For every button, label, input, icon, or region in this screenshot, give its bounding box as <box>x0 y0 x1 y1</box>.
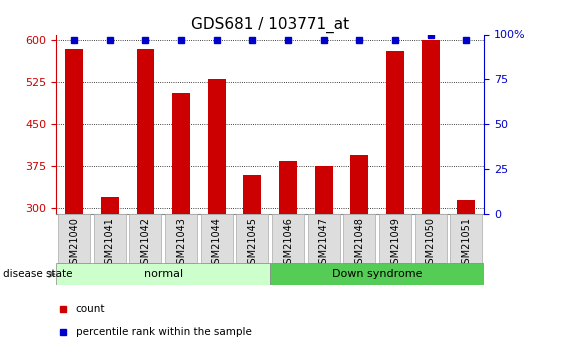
Bar <box>208 79 226 214</box>
FancyBboxPatch shape <box>93 214 126 264</box>
FancyBboxPatch shape <box>307 214 340 264</box>
Bar <box>65 49 83 214</box>
Bar <box>137 49 154 214</box>
Text: GSM21047: GSM21047 <box>319 217 329 270</box>
Text: GSM21048: GSM21048 <box>354 217 364 270</box>
FancyBboxPatch shape <box>415 214 447 264</box>
Text: GSM21050: GSM21050 <box>426 217 436 270</box>
Bar <box>279 161 297 214</box>
Title: GDS681 / 103771_at: GDS681 / 103771_at <box>191 17 349 33</box>
Bar <box>243 175 261 214</box>
FancyBboxPatch shape <box>450 214 482 264</box>
FancyBboxPatch shape <box>343 214 376 264</box>
Bar <box>386 51 404 214</box>
FancyBboxPatch shape <box>165 214 197 264</box>
Text: GSM21040: GSM21040 <box>69 217 79 270</box>
Bar <box>350 155 368 214</box>
Text: GSM21051: GSM21051 <box>461 217 471 270</box>
Text: GSM21043: GSM21043 <box>176 217 186 270</box>
FancyBboxPatch shape <box>56 263 270 285</box>
Bar <box>422 40 440 214</box>
Text: GSM21049: GSM21049 <box>390 217 400 270</box>
Bar <box>101 197 119 214</box>
Text: GSM21046: GSM21046 <box>283 217 293 270</box>
FancyBboxPatch shape <box>272 214 304 264</box>
FancyBboxPatch shape <box>58 214 90 264</box>
FancyBboxPatch shape <box>270 263 484 285</box>
FancyBboxPatch shape <box>129 214 162 264</box>
FancyBboxPatch shape <box>200 214 233 264</box>
Text: disease state: disease state <box>3 269 72 279</box>
Text: GSM21041: GSM21041 <box>105 217 115 270</box>
Bar <box>172 93 190 214</box>
Text: GSM21042: GSM21042 <box>140 217 150 270</box>
Bar <box>315 166 333 214</box>
Text: count: count <box>75 304 105 314</box>
Bar <box>457 200 475 214</box>
Text: Down syndrome: Down syndrome <box>332 269 422 279</box>
FancyBboxPatch shape <box>236 214 269 264</box>
FancyBboxPatch shape <box>379 214 411 264</box>
Text: normal: normal <box>144 269 183 279</box>
Text: percentile rank within the sample: percentile rank within the sample <box>75 327 252 337</box>
Text: GSM21045: GSM21045 <box>247 217 257 270</box>
Text: GSM21044: GSM21044 <box>212 217 222 270</box>
